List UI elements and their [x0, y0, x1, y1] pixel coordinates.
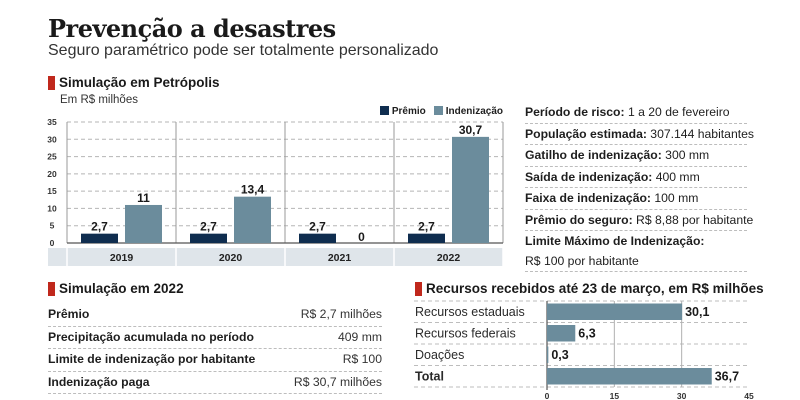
recursos-bar-chart: 0 15 30 45 Recursos estaduais 30,1 Recursos fe… [414, 300, 754, 400]
bar-value-label: 0,3 [551, 348, 568, 362]
petropolis-bar-chart: 0 5 10 15 20 25 30 35 2,7 11 2019 2,7 13,4 2020 2,7 0 20… [47, 117, 504, 266]
recursos-heading: Recursos recebidos até 23 de março, em R… [415, 281, 764, 296]
bar-value-label: 2,7 [91, 220, 108, 234]
bar-value-label: 11 [137, 191, 150, 205]
bar-premio [190, 233, 227, 243]
legend-swatch-premio [379, 106, 389, 115]
bar-premio [81, 233, 118, 243]
section-marker-icon [48, 75, 55, 90]
section-marker-icon [48, 281, 55, 296]
x-tick-label: 2022 [437, 252, 461, 264]
y-tick-label: 25 [47, 152, 57, 162]
info-list: Período de risco: 1 a 20 de fevereiro Po… [525, 102, 754, 272]
x-tick-label: 2020 [219, 252, 243, 264]
y-tick-label: 20 [47, 169, 57, 179]
category-label: Total [415, 370, 444, 384]
bar-value-label: 30,7 [459, 123, 483, 137]
petropolis-heading-text: Simulação em Petrópolis [59, 75, 220, 90]
legend-item-premio: Prêmio [379, 106, 426, 117]
category-label: Recursos federais [415, 327, 516, 341]
info-row: Gatilho de indenização: 300 mm [525, 145, 747, 167]
bar-indenizacao [234, 196, 271, 243]
x-tick-label: 15 [610, 391, 620, 400]
info-row: Saída de indenização: 400 mm [525, 167, 747, 188]
sim2022-heading-text: Simulação em 2022 [59, 281, 184, 296]
x-tick-label: 2019 [110, 252, 134, 264]
info-row: População estimada: 307.144 habitantes [525, 124, 754, 145]
bar [547, 303, 683, 320]
x-tick-label: 2021 [328, 252, 352, 264]
bar-premio [408, 233, 445, 243]
table-row: Precipitação acumulada no período 409 mm [48, 327, 382, 349]
y-tick-label: 10 [47, 203, 57, 213]
info-row: Prêmio do seguro: R$ 8,88 por habitante [525, 210, 753, 231]
legend-item-indenizacao: Indenização [433, 106, 503, 117]
info-row: Período de risco: 1 a 20 de fevereiro [525, 102, 747, 124]
chart-legend: Prêmio Indenização [379, 106, 503, 117]
petropolis-heading: Simulação em Petrópolis [48, 75, 220, 90]
table-row: Prêmio R$ 2,7 milhões [48, 304, 382, 327]
y-tick-label: 15 [47, 186, 57, 196]
bar-value-label: 13,4 [241, 183, 265, 197]
bar [547, 368, 712, 385]
sim2022-heading: Simulação em 2022 [48, 281, 184, 296]
bar-indenizacao [125, 204, 162, 243]
bar-value-label: 0 [358, 230, 365, 244]
y-tick-label: 35 [47, 117, 57, 127]
unit-label: Em R$ milhões [60, 94, 138, 106]
bar-value-label: 2,7 [309, 220, 326, 234]
table-row: Indenização paga R$ 30,7 milhões [48, 372, 382, 394]
bar [547, 346, 549, 363]
bar [547, 325, 576, 342]
x-tick-label: 0 [545, 391, 550, 400]
year-band [48, 248, 503, 266]
category-label: Doações [415, 348, 464, 362]
sim2022-table: Prêmio R$ 2,7 milhões Precipitação acumul… [48, 304, 382, 394]
section-marker-icon [415, 281, 422, 296]
bar-indenizacao [452, 136, 489, 243]
legend-swatch-indenizacao [433, 106, 443, 115]
bar-value-label: 2,7 [418, 220, 435, 234]
page-subtitle: Seguro paramétrico pode ser totalmente p… [48, 42, 439, 59]
table-row: Limite de indenização por habitante R$ 10… [48, 349, 382, 372]
x-tick-label: 45 [744, 391, 754, 400]
recursos-heading-text: Recursos recebidos até 23 de março, em R… [426, 281, 764, 296]
bar-value-label: 30,1 [685, 305, 709, 319]
bar-value-label: 6,3 [578, 327, 595, 341]
page-title: Prevenção a desastres [48, 14, 336, 43]
y-tick-label: 30 [47, 134, 57, 144]
info-row: Faixa de indenização: 100 mm [525, 188, 747, 210]
bar-premio [299, 233, 336, 243]
category-label: Recursos estaduais [415, 305, 525, 319]
bar-value-label: 36,7 [715, 370, 739, 384]
x-tick-label: 30 [677, 391, 687, 400]
info-row-limit: Limite Máximo de Indenização: R$ 100 por … [525, 231, 747, 272]
bar-value-label: 2,7 [200, 220, 217, 234]
y-tick-label: 5 [50, 221, 55, 231]
y-tick-label: 0 [50, 238, 55, 248]
